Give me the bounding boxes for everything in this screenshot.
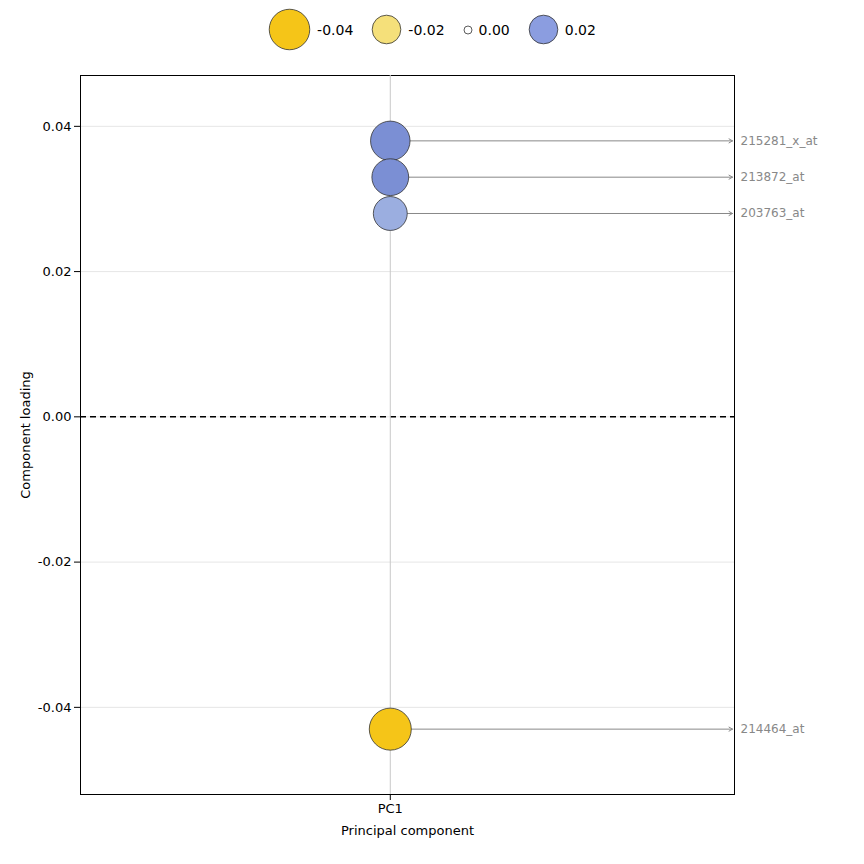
svg-text:213872_at: 213872_at <box>741 170 805 184</box>
svg-text:-0.02: -0.02 <box>38 554 72 569</box>
html-text:-0.04: -0.04 <box>317 21 354 38</box>
svg-text:0.02: 0.02 <box>43 264 72 279</box>
svg-text:Principal component: Principal component <box>341 823 474 838</box>
html-text:0.00: 0.00 <box>478 21 510 38</box>
svg-text:Component loading: Component loading <box>18 371 33 499</box>
html-text:-0.02: -0.02 <box>408 21 445 38</box>
svg-text:PC1: PC1 <box>378 801 403 816</box>
svg-text:0.04: 0.04 <box>43 118 72 133</box>
svg-text:215281_x_at: 215281_x_at <box>741 134 818 148</box>
svg-text:203763_at: 203763_at <box>741 206 805 220</box>
html-text:0.02: 0.02 <box>564 21 596 38</box>
svg-text:214464_at: 214464_at <box>741 722 805 736</box>
svg-text:-0.04: -0.04 <box>38 700 72 715</box>
svg-text:0.00: 0.00 <box>43 409 72 424</box>
